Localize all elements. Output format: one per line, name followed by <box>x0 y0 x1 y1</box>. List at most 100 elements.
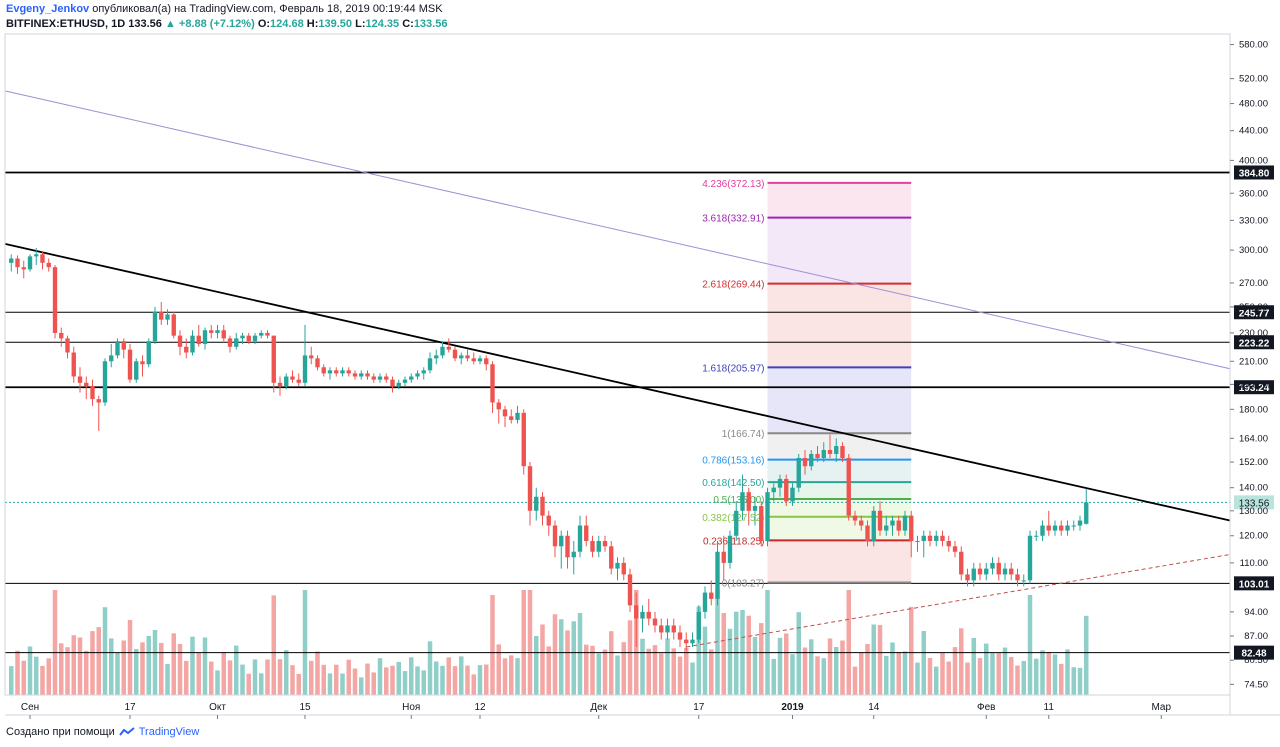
candle-body <box>465 355 470 359</box>
candle <box>752 496 758 526</box>
candle-body <box>452 349 458 359</box>
candle-body <box>309 355 314 359</box>
candle-body <box>884 525 889 531</box>
level-badge-245.77: 245.77 <box>1239 308 1270 319</box>
candles <box>9 248 1089 651</box>
candle-body <box>352 373 358 377</box>
candle <box>215 324 220 339</box>
candle-body <box>396 382 401 386</box>
candle <box>409 373 414 383</box>
candle <box>1059 520 1064 536</box>
fib-zone-4.236 <box>767 182 912 218</box>
x-tick-label: 15 <box>299 702 311 713</box>
volume-bar <box>546 646 551 695</box>
candle <box>302 324 308 386</box>
candle <box>859 515 864 531</box>
last-price-badge: 133.56 <box>1239 498 1270 509</box>
x-tick-label: 12 <box>474 702 486 713</box>
footer: Создано при помощи TradingView <box>6 726 199 738</box>
volume-bar <box>1071 667 1076 695</box>
volume-bar <box>677 656 683 695</box>
volume-bar <box>577 613 583 695</box>
candle-body <box>502 409 508 417</box>
volume-bar <box>502 658 508 695</box>
candle <box>321 364 326 377</box>
y-tick-label: 80.50 <box>1244 655 1268 666</box>
candle-body <box>209 330 214 333</box>
candle <box>1040 520 1045 541</box>
candle-body <box>165 314 170 320</box>
candle-body <box>21 267 26 270</box>
volume-bar <box>21 660 26 695</box>
level-badge-bg <box>1234 335 1274 350</box>
candle <box>552 520 558 558</box>
candle-body <box>852 515 858 521</box>
volume-bar <box>527 590 533 695</box>
candle <box>809 449 814 471</box>
candle <box>540 492 545 526</box>
candle <box>1034 530 1039 541</box>
last-price-badge-bg <box>1234 495 1274 510</box>
candle <box>884 515 889 536</box>
candle <box>315 355 320 371</box>
candle <box>77 367 83 393</box>
published-text: опубликовал(а) на TradingView.com, Февра… <box>92 3 443 15</box>
candle-body <box>190 335 195 353</box>
fib-zone-3.618 <box>767 217 912 284</box>
candle <box>646 598 651 626</box>
fibonacci-levels[interactable]: 4.236(372.13) 3.618(332.91) 2.618(269.44) 1… <box>702 179 912 590</box>
candle <box>765 487 770 547</box>
trendlines[interactable] <box>4 90 1231 648</box>
candle <box>996 557 1001 581</box>
volume-bar <box>452 666 458 695</box>
y-tick-label: 152.00 <box>1239 457 1268 468</box>
candle-body <box>952 546 958 552</box>
volume-bar <box>15 650 20 695</box>
volume-bar <box>759 623 764 695</box>
fib-label-0.786: 0.786(153.16) <box>702 456 764 467</box>
candle-body <box>702 592 708 612</box>
candle <box>721 535 726 581</box>
volume-bar <box>102 607 108 695</box>
candle-body <box>690 639 695 644</box>
volume-bar <box>134 648 139 695</box>
candle <box>359 370 364 380</box>
candle-body <box>1040 525 1045 536</box>
candle-body <box>584 525 589 541</box>
candle <box>627 568 633 612</box>
y-tick-label: 400.00 <box>1239 155 1268 166</box>
candle-body <box>846 457 851 516</box>
fib-label-0.382: 0.382(127.52) <box>702 513 764 524</box>
x-tick-label: 14 <box>868 702 880 713</box>
volume-bar <box>140 642 145 695</box>
high-label: H: <box>306 18 319 30</box>
candle-body <box>802 457 808 467</box>
volume-bar <box>915 662 920 695</box>
volume-bar <box>240 664 245 695</box>
candle-body <box>1077 520 1083 526</box>
fib-label-2.618: 2.618(269.44) <box>702 280 764 291</box>
candle <box>684 632 689 651</box>
candle-body <box>90 385 95 400</box>
candle-body <box>9 258 14 263</box>
horizontal-levels[interactable]: 384.80 245.77 223.22 193.24 103.01 82.48 133.5… <box>5 165 1274 660</box>
candle-body <box>659 625 664 633</box>
open-value: 124.68 <box>270 18 304 30</box>
candle-body <box>427 358 433 371</box>
candle-body <box>746 492 751 511</box>
tradingview-brand[interactable]: TradingView <box>138 726 200 738</box>
candle <box>84 376 89 400</box>
author-link[interactable]: Evgeny_Jenkov <box>6 3 90 15</box>
candle-body <box>515 412 520 420</box>
candle <box>590 535 595 558</box>
candle <box>652 611 658 633</box>
candle-body <box>402 379 408 383</box>
fib-zone-0.786 <box>767 459 912 483</box>
candle <box>196 324 201 347</box>
volume-bar <box>709 649 714 695</box>
volume-bar <box>690 662 695 695</box>
candle <box>1009 562 1014 581</box>
candle <box>971 562 976 587</box>
candle <box>434 349 439 365</box>
